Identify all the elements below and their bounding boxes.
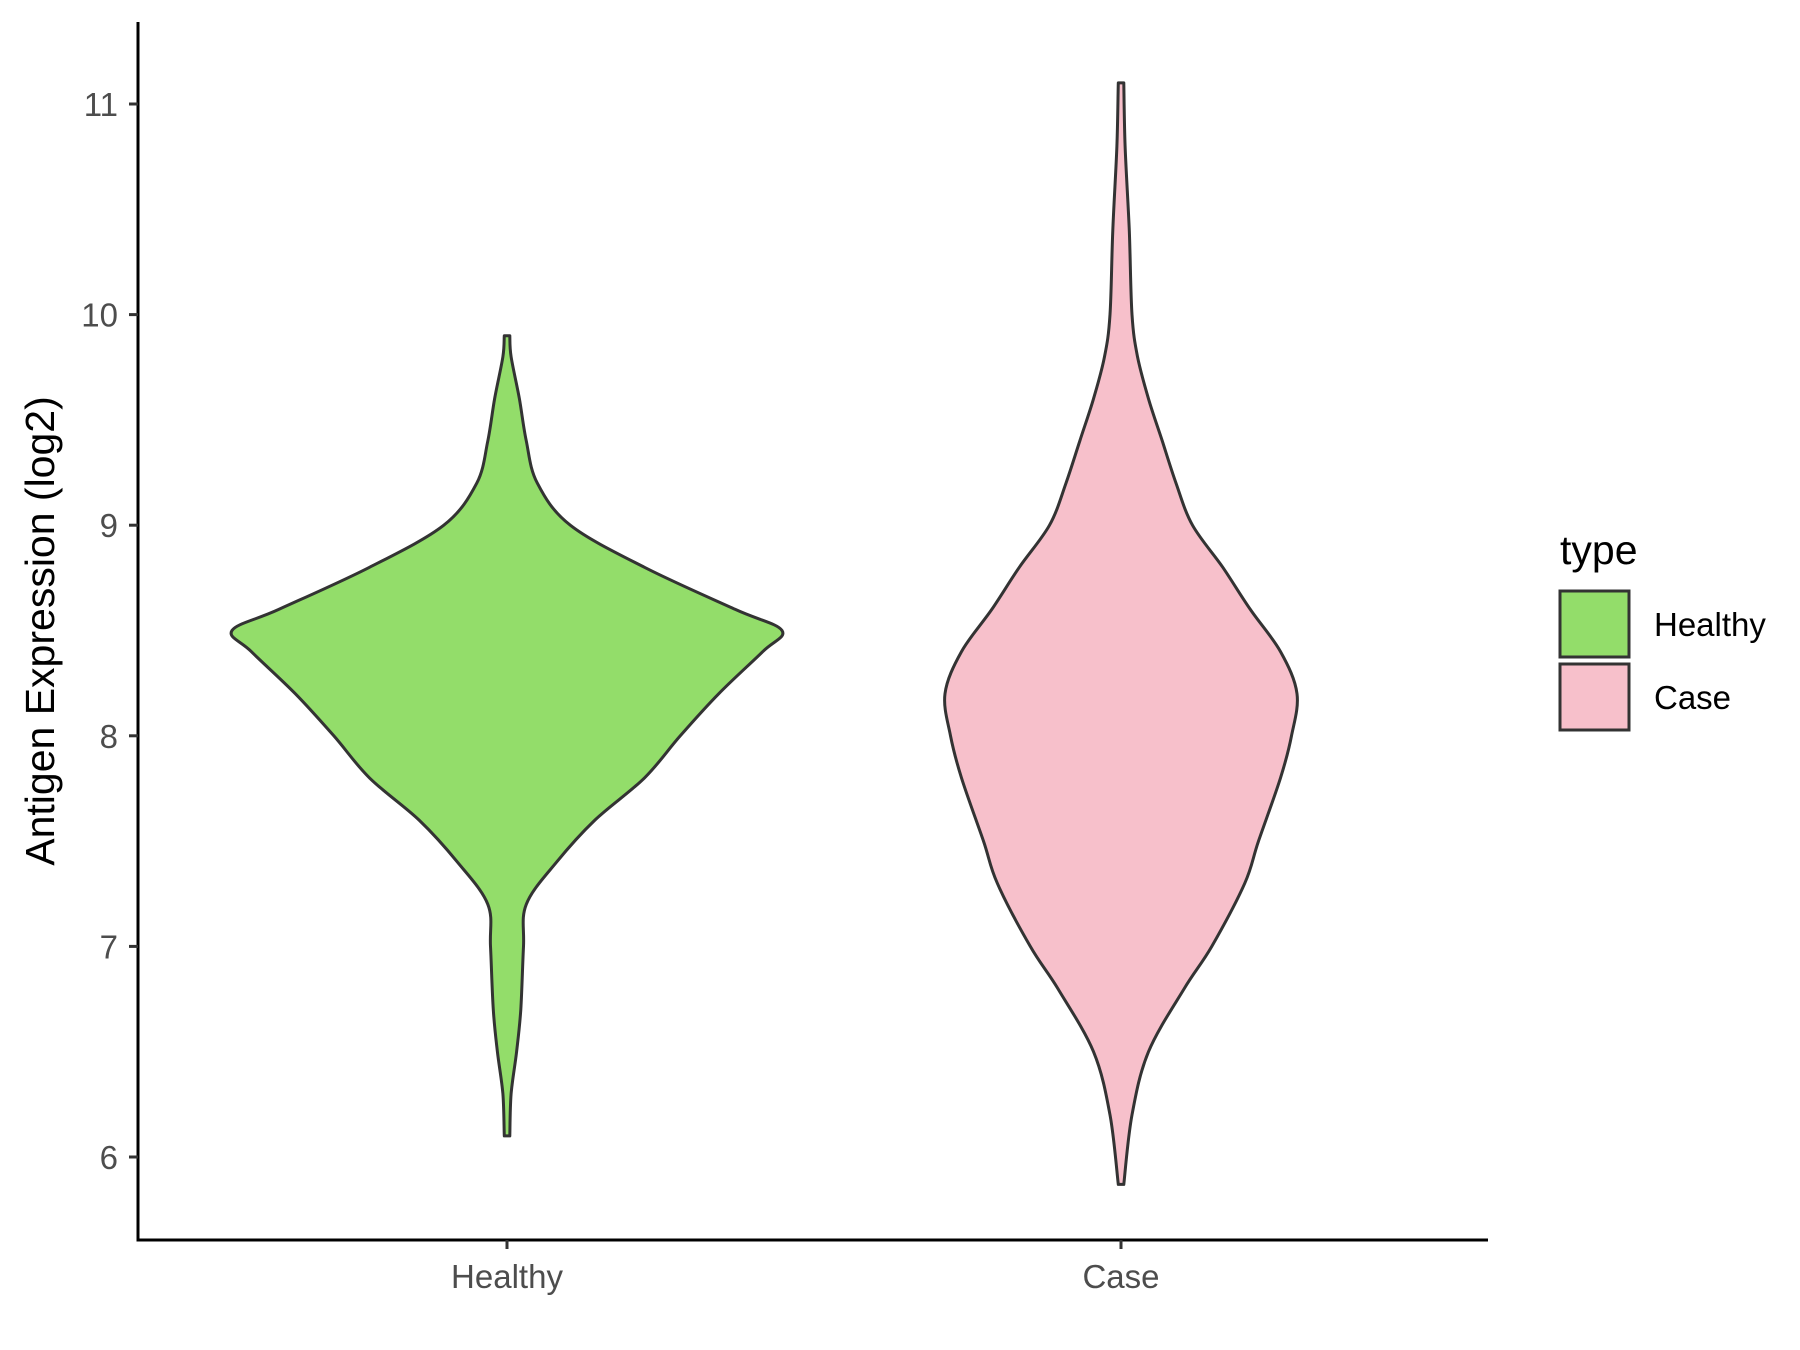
y-tick-label: 10 — [81, 297, 118, 334]
legend-key-case — [1558, 662, 1631, 732]
violin-case — [943, 81, 1299, 1186]
x-ticks: Healthy Case — [451, 1240, 1160, 1295]
legend-title: type — [1560, 527, 1638, 573]
x-tick-label: Case — [1082, 1258, 1159, 1295]
legend-label-case: Case — [1654, 679, 1731, 716]
y-tick-label: 9 — [100, 507, 118, 544]
y-axis-title: Antigen Expression (log2) — [17, 396, 63, 865]
legend: type Healthy Case — [1558, 527, 1766, 732]
y-tick-label: 7 — [100, 928, 118, 965]
y-tick-label: 8 — [100, 718, 118, 755]
violins-layer — [229, 81, 1299, 1186]
x-tick-label: Healthy — [451, 1258, 563, 1295]
legend-key-healthy — [1558, 589, 1631, 659]
legend-label-healthy: Healthy — [1654, 606, 1766, 643]
violin-healthy — [229, 334, 785, 1138]
y-ticks: 6 7 8 9 10 11 — [81, 86, 138, 1176]
y-tick-label: 6 — [100, 1139, 118, 1176]
y-tick-label: 11 — [84, 86, 118, 123]
